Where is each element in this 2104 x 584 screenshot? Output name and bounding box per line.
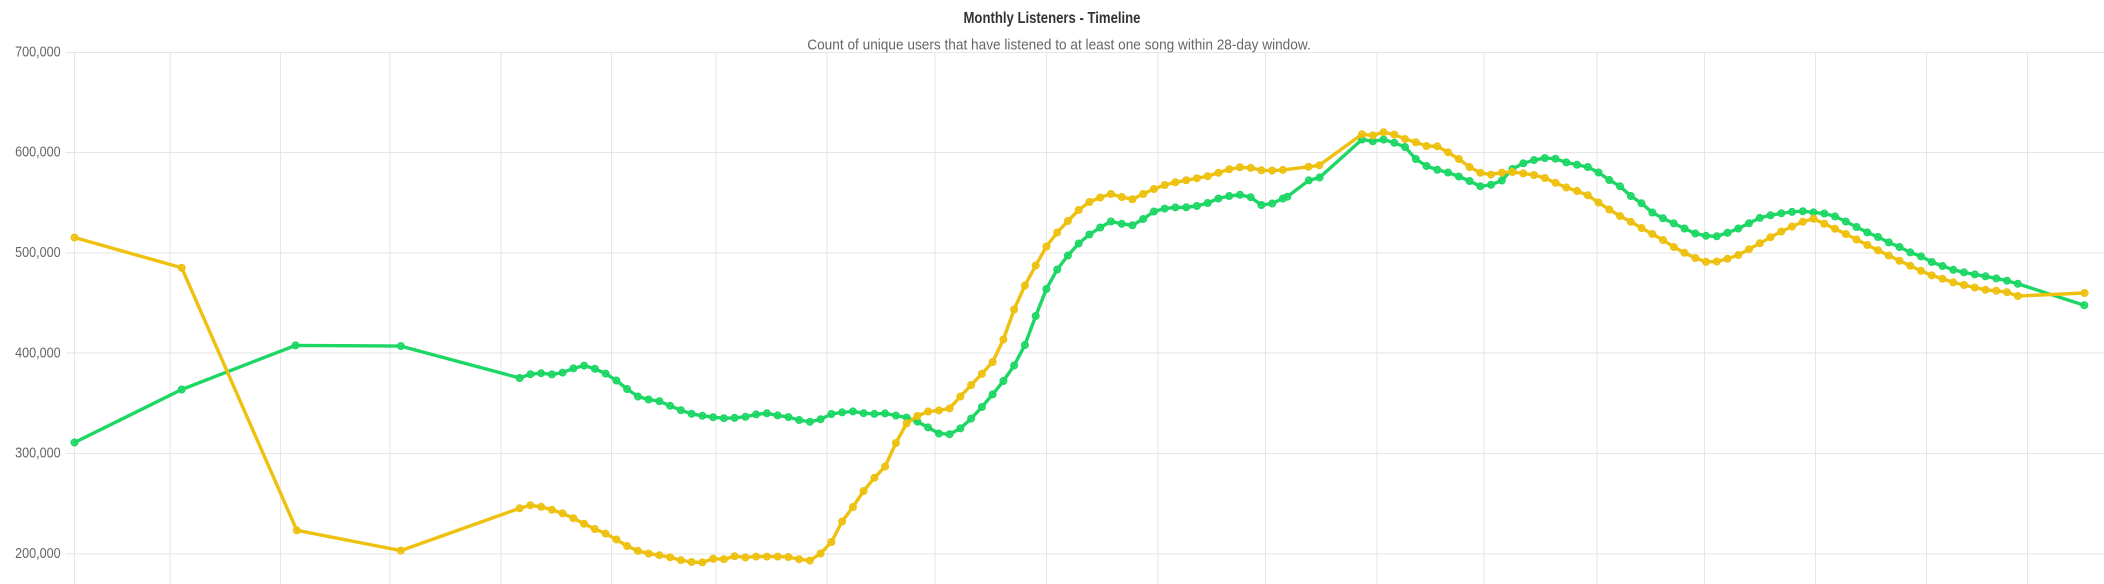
svg-text:700,000: 700,000 bbox=[15, 44, 61, 60]
svg-text:Count of unique users that hav: Count of unique users that have listened… bbox=[807, 37, 1311, 53]
svg-text:400,000: 400,000 bbox=[15, 345, 61, 361]
svg-text:600,000: 600,000 bbox=[15, 145, 61, 161]
svg-text:Monthly Listeners - Timeline: Monthly Listeners - Timeline bbox=[964, 10, 1141, 27]
svg-text:200,000: 200,000 bbox=[15, 546, 61, 562]
svg-text:300,000: 300,000 bbox=[15, 446, 61, 462]
svg-text:500,000: 500,000 bbox=[15, 245, 61, 261]
